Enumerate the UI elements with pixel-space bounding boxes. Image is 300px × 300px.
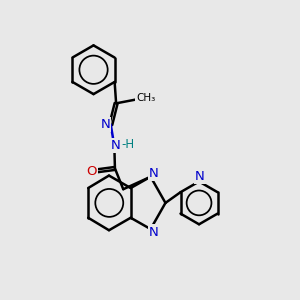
- Text: N: N: [100, 118, 110, 131]
- Text: -H: -H: [122, 138, 135, 151]
- Text: N: N: [149, 226, 158, 238]
- Text: N: N: [195, 170, 205, 183]
- Text: O: O: [86, 165, 97, 178]
- Text: N: N: [149, 167, 158, 180]
- Text: CH₃: CH₃: [136, 93, 155, 103]
- Text: N: N: [111, 139, 120, 152]
